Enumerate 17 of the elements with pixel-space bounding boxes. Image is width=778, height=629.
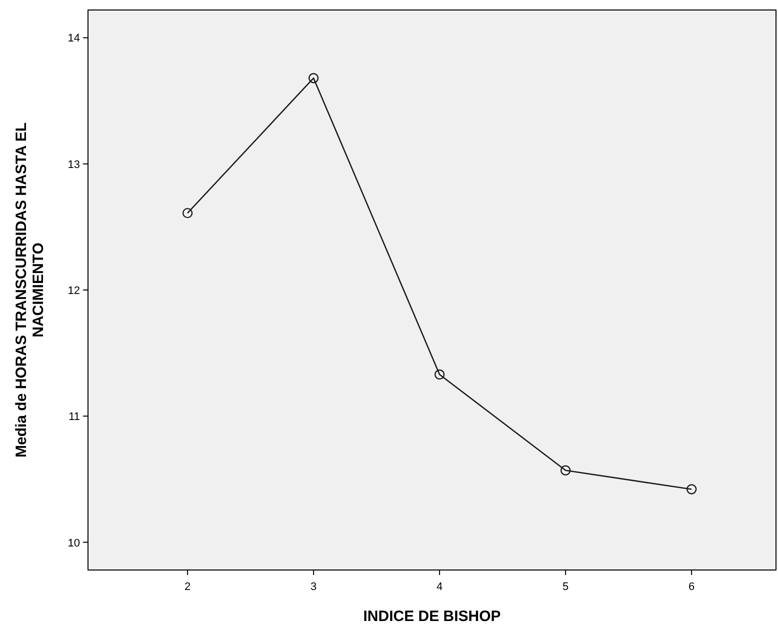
point [686,484,697,494]
y-axis-title: Media de HORAS TRANSCURRIDAS HASTA EL NACIMIENTO [13,122,47,458]
x-tick-label: 2 [184,581,191,593]
point [434,369,445,380]
point [182,208,193,218]
y-tick-label: 10 [68,537,80,550]
y-tick-label: 11 [68,411,80,424]
point [308,73,319,84]
y-tick-label: 13 [68,158,80,171]
x-tick-label: 4 [436,581,443,593]
y-tick-label: 14 [68,32,80,45]
x-tick-label: 6 [688,581,695,593]
y-tick-label: 12 [68,285,80,297]
x-axis-title: INDICE DE BISHOP [363,608,501,625]
x-tick-label: 5 [562,581,569,593]
point [560,465,571,476]
x-tick-label: 3 [310,581,317,593]
